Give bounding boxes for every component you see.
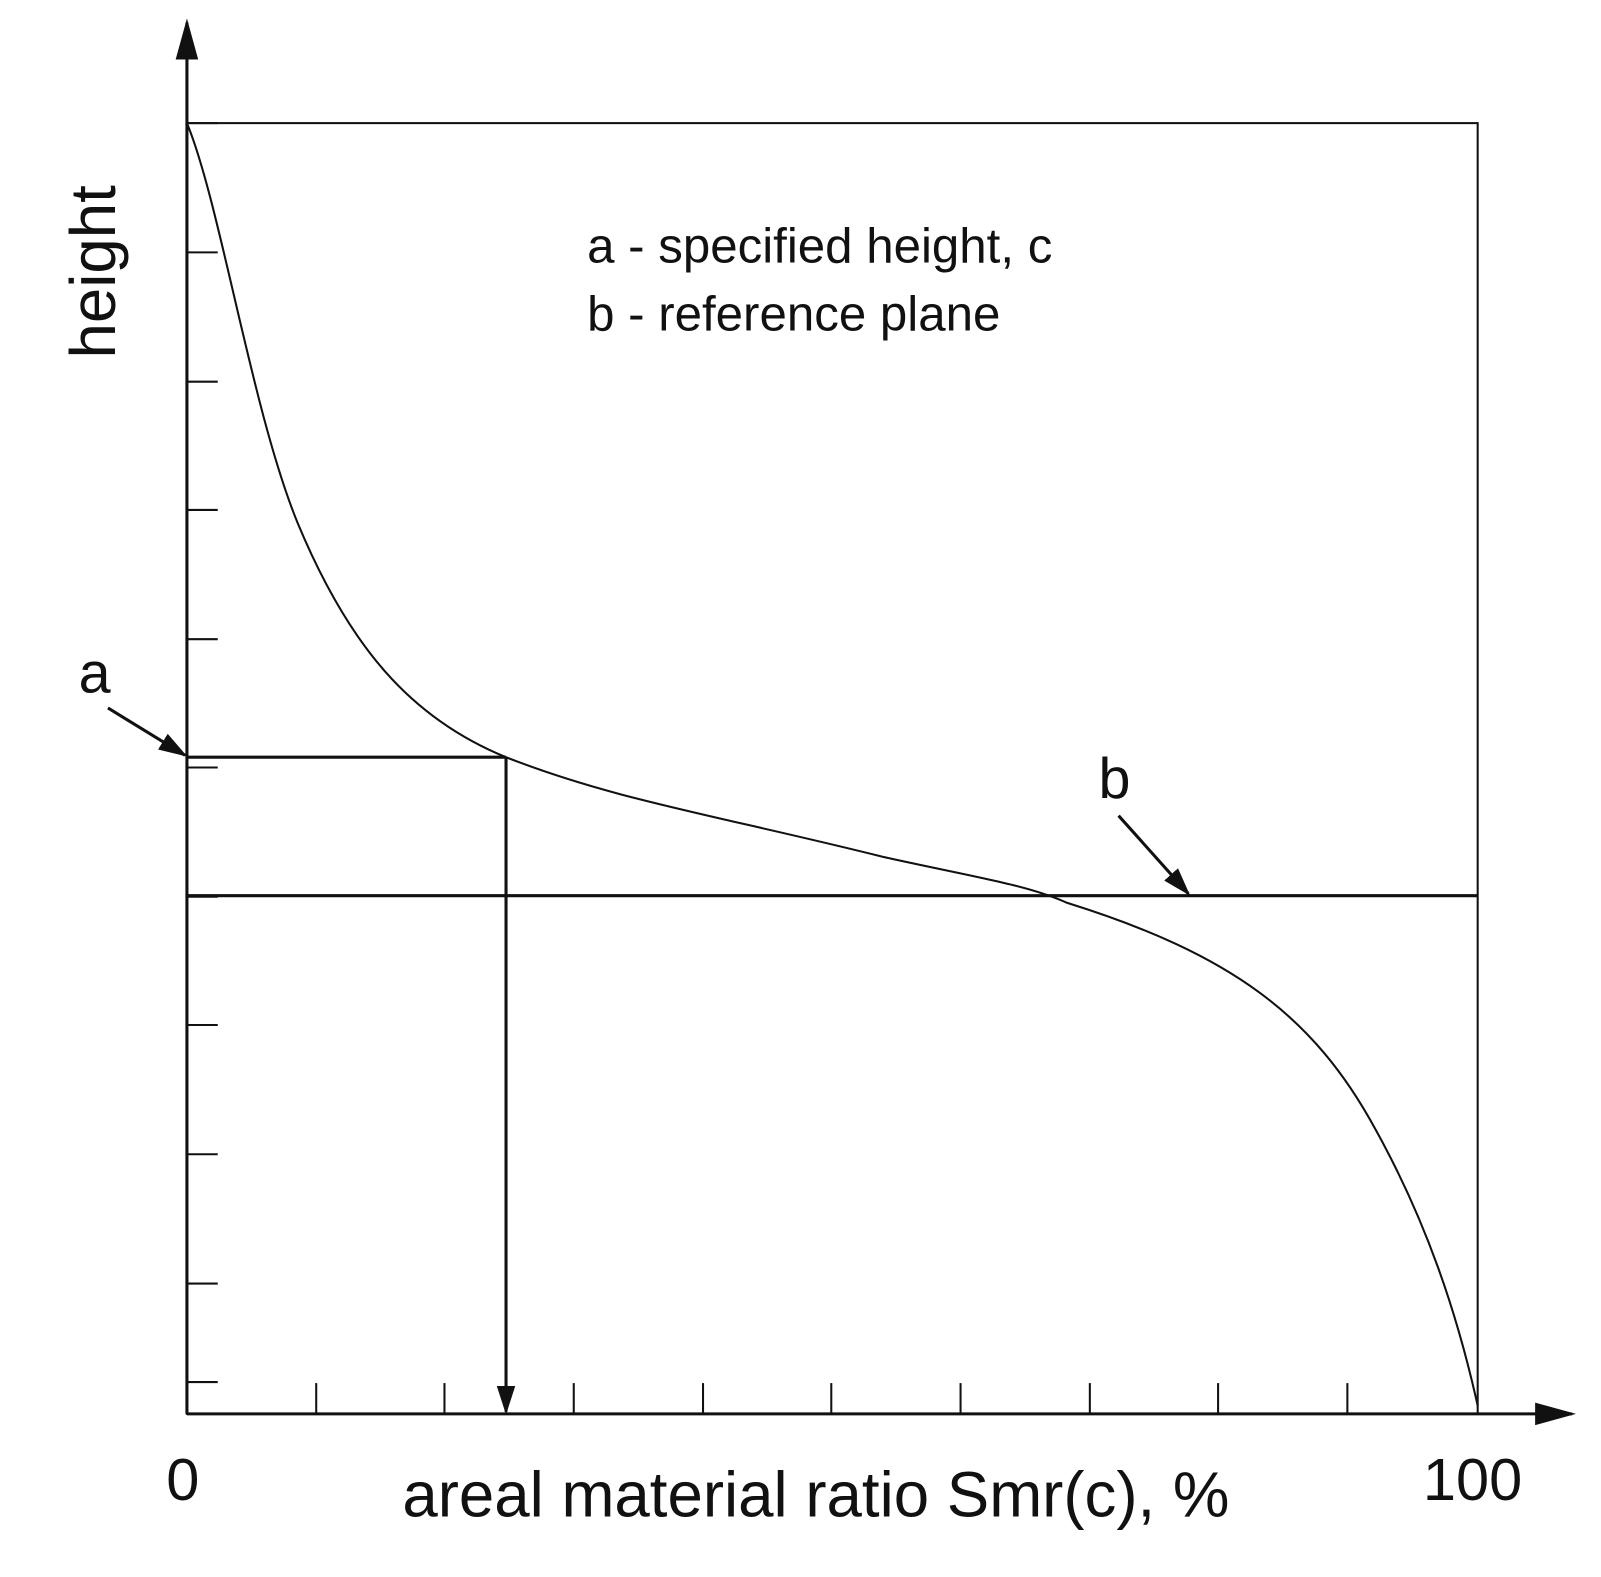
callout-a: a: [79, 642, 111, 706]
callout-arrow-b: [1117, 814, 1191, 896]
x-end-label: 100: [1423, 1446, 1522, 1513]
x-axis-label: areal material ratio Smr(c), %: [402, 1459, 1229, 1530]
legend-b: b - reference plane: [587, 286, 1000, 341]
x-ticks: [315, 1383, 1349, 1414]
y-ticks: [186, 122, 218, 1384]
material-ratio-curve: [185, 122, 1479, 1406]
y-axis-label: height: [58, 185, 129, 359]
callout-b: b: [1098, 747, 1130, 811]
legend-a: a - specified height, c: [587, 219, 1052, 274]
callout-arrow-a: [107, 706, 188, 757]
x-start-label: 0: [166, 1446, 199, 1513]
